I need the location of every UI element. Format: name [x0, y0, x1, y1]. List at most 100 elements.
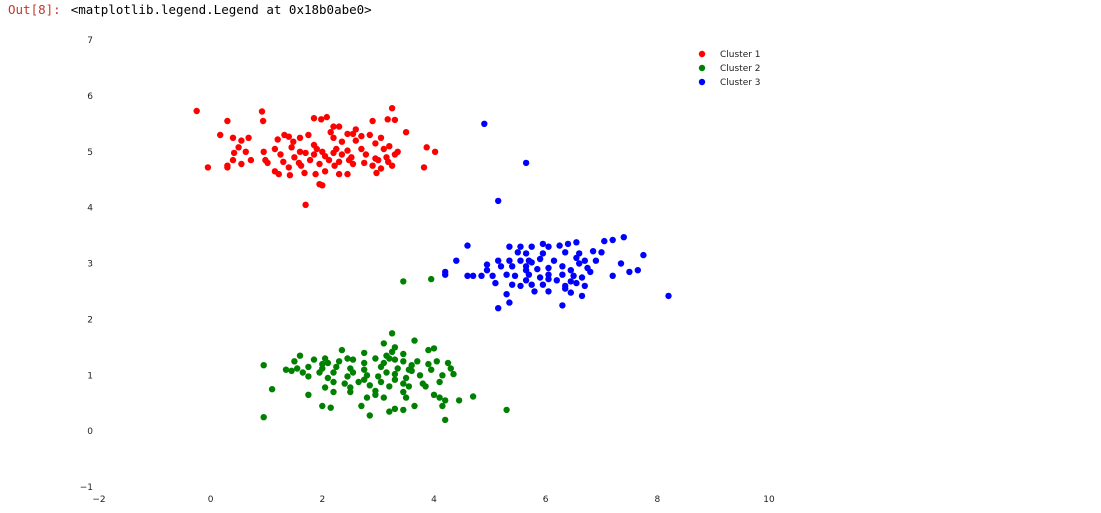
- data-point: [377, 165, 385, 172]
- data-point: [522, 277, 530, 284]
- data-point: [587, 268, 594, 276]
- data-point: [306, 156, 314, 164]
- data-point: [358, 132, 365, 140]
- data-point: [573, 279, 580, 287]
- data-point: [416, 372, 424, 379]
- x-tick-label: 6: [543, 495, 549, 505]
- data-point: [330, 369, 337, 376]
- data-point: [573, 254, 580, 262]
- data-point: [425, 346, 432, 354]
- data-point: [450, 370, 457, 378]
- data-point: [388, 162, 396, 169]
- data-point: [331, 162, 338, 169]
- x-tick-label: 4: [431, 495, 437, 505]
- data-point: [573, 239, 580, 246]
- data-point: [539, 281, 547, 288]
- data-point: [316, 369, 323, 376]
- data-point: [358, 402, 365, 410]
- data-point: [349, 130, 357, 138]
- data-point: [525, 271, 533, 278]
- x-tick-label: 8: [654, 495, 660, 505]
- x-tick-label: 0: [208, 495, 214, 505]
- data-point: [327, 129, 334, 136]
- data-point: [305, 363, 312, 371]
- data-point: [380, 340, 387, 347]
- data-point: [369, 117, 376, 125]
- data-point: [430, 391, 438, 398]
- data-point: [562, 285, 569, 292]
- data-point: [469, 393, 477, 400]
- data-point: [402, 394, 410, 401]
- data-point: [344, 355, 351, 362]
- data-point: [497, 263, 505, 270]
- data-point: [589, 248, 597, 255]
- legend-marker: [698, 78, 706, 86]
- data-point: [327, 404, 334, 411]
- output-line: Out[8]: <matplotlib.legend.Legend at 0x18…: [8, 2, 372, 20]
- data-point: [344, 130, 351, 138]
- legend-label: Cluster 2: [720, 64, 761, 74]
- data-point: [288, 367, 295, 374]
- y-tick-label: 3: [87, 260, 93, 270]
- data-point: [372, 140, 379, 147]
- data-point: [425, 360, 432, 368]
- data-point: [422, 383, 429, 390]
- y-tick-label: 2: [87, 315, 93, 325]
- y-tick-label: 1: [87, 371, 93, 381]
- data-point: [229, 134, 237, 141]
- data-point: [567, 289, 574, 296]
- data-point: [361, 349, 368, 357]
- data-point: [377, 363, 385, 371]
- data-point: [335, 170, 343, 178]
- data-point: [380, 394, 387, 401]
- data-point: [559, 263, 566, 270]
- data-point: [305, 373, 312, 380]
- data-point: [290, 138, 297, 145]
- data-point: [402, 129, 410, 136]
- data-point: [362, 151, 370, 158]
- data-point: [324, 359, 332, 367]
- data-point: [522, 250, 530, 257]
- data-point: [481, 120, 488, 128]
- data-point: [428, 275, 435, 283]
- data-point: [310, 151, 318, 158]
- data-point: [442, 271, 449, 278]
- data-point: [286, 172, 294, 179]
- data-point: [503, 271, 510, 278]
- data-point: [391, 405, 399, 412]
- data-point: [204, 164, 212, 171]
- data-point: [442, 416, 449, 424]
- legend-marker: [698, 50, 706, 58]
- data-point: [282, 366, 290, 373]
- data-point: [478, 272, 485, 279]
- data-point: [193, 107, 200, 115]
- legend-marker: [698, 64, 706, 72]
- data-point: [345, 156, 353, 164]
- data-point: [235, 144, 242, 151]
- data-point: [330, 388, 337, 396]
- data-point: [576, 260, 583, 267]
- data-point: [539, 250, 547, 257]
- series-2: [260, 275, 510, 424]
- data-point: [296, 148, 304, 155]
- data-point: [386, 143, 393, 150]
- data-point: [609, 272, 616, 279]
- data-point: [316, 160, 323, 168]
- data-point: [285, 133, 292, 140]
- data-point: [394, 365, 401, 372]
- data-point: [598, 249, 605, 256]
- data-point: [536, 255, 544, 263]
- data-point: [313, 145, 320, 153]
- data-point: [330, 149, 337, 157]
- data-point: [617, 260, 625, 267]
- data-point: [391, 356, 399, 363]
- data-point: [318, 116, 325, 123]
- data-point: [411, 337, 418, 344]
- data-point: [366, 382, 373, 389]
- data-point: [420, 164, 428, 171]
- data-point: [238, 160, 245, 168]
- data-point: [503, 291, 510, 298]
- data-point: [375, 156, 382, 164]
- data-point: [609, 236, 616, 244]
- data-point: [338, 346, 346, 354]
